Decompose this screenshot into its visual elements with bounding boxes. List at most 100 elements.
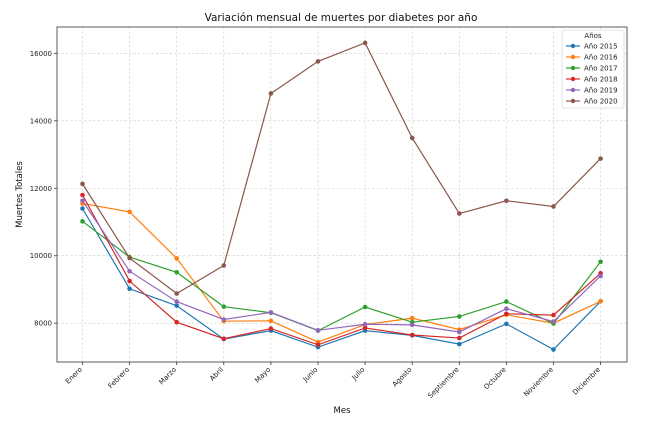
- x-tick-label: Noviembre: [522, 366, 555, 399]
- data-point: [551, 319, 556, 324]
- data-point: [268, 326, 274, 331]
- data-point: [504, 299, 509, 304]
- data-point: [80, 206, 85, 211]
- legend-item: Año 2016: [566, 54, 618, 62]
- data-point: [409, 332, 415, 338]
- series-line: [82, 220, 602, 332]
- x-tick-label: Enero: [64, 366, 84, 386]
- legend-label: Año 2019: [584, 87, 618, 95]
- legend-item: Año 2020: [566, 98, 618, 106]
- data-point: [457, 314, 462, 319]
- data-point: [174, 319, 179, 325]
- x-tick-label: Junio: [301, 366, 320, 385]
- data-point: [221, 263, 227, 268]
- y-tick-label: 8000: [34, 320, 52, 328]
- data-point: [362, 325, 368, 331]
- data-point: [127, 209, 132, 215]
- data-point: [551, 204, 556, 209]
- legend-item: Año 2017: [566, 65, 618, 73]
- series-a-o-2019: [80, 198, 603, 335]
- data-point: [268, 318, 274, 324]
- data-point: [457, 335, 462, 341]
- data-point: [174, 299, 179, 304]
- data-point: [598, 259, 603, 265]
- data-point: [598, 273, 603, 279]
- data-point: [504, 321, 509, 327]
- x-tick-labels: Enero Febrero Marzo Abril Mayo Junio Julio Agos…: [64, 362, 602, 400]
- x-axis-label: Mes: [334, 406, 352, 416]
- series-line: [81, 208, 602, 351]
- x-tick-label: Marzo: [157, 366, 178, 387]
- legend-title: Años: [584, 32, 602, 40]
- legend-item: Año 2019: [566, 87, 618, 95]
- series-layer: [80, 40, 603, 352]
- data-point: [268, 91, 274, 96]
- legend-swatch-marker: [570, 76, 576, 82]
- data-point: [409, 315, 415, 321]
- legend-swatch-marker: [570, 87, 576, 93]
- x-tick-label: Septiembre: [426, 366, 460, 400]
- data-point: [80, 198, 85, 204]
- data-point: [268, 310, 274, 315]
- data-point: [315, 342, 321, 348]
- series-line: [82, 200, 602, 333]
- data-point: [457, 341, 462, 347]
- legend-swatch-marker: [570, 65, 576, 71]
- x-tick-label: Octubre: [482, 366, 507, 391]
- data-point: [362, 304, 368, 310]
- series-a-o-2015: [80, 206, 603, 352]
- data-point: [457, 329, 462, 335]
- series-a-o-2018: [80, 192, 603, 348]
- legend-swatch-marker: [570, 43, 576, 49]
- plot-frame: [56, 26, 628, 363]
- data-point: [362, 321, 368, 327]
- data-point: [409, 322, 415, 328]
- y-axis-label: Muertes Totales: [15, 161, 25, 228]
- legend-label: Año 2017: [584, 65, 618, 73]
- legend-swatch-marker: [570, 98, 576, 104]
- data-point: [504, 306, 509, 311]
- y-tick-labels: 8000 10000 12000 14000 16000: [30, 50, 57, 328]
- chart-title: Variación mensual de muertes por diabete…: [205, 12, 478, 24]
- y-tick-label: 16000: [30, 50, 52, 58]
- legend-items: Año 2015 Año 2016 Año 2017 Año 2018 Año 2019…: [566, 43, 618, 106]
- series-a-o-2020: [80, 40, 603, 296]
- legend-box: [561, 29, 625, 109]
- y-tick-label: 10000: [30, 252, 52, 260]
- data-point: [551, 312, 556, 318]
- x-tick-label: Mayo: [253, 366, 272, 385]
- data-point: [174, 256, 179, 261]
- data-point: [80, 219, 85, 224]
- legend-label: Año 2018: [584, 76, 618, 84]
- x-tick-label: Julio: [350, 366, 367, 383]
- legend-item: Año 2015: [566, 43, 618, 51]
- data-point: [174, 269, 179, 275]
- data-point: [504, 198, 509, 204]
- data-point: [315, 327, 321, 333]
- x-tick-label: Agosto: [391, 366, 414, 389]
- series-line: [81, 42, 602, 295]
- data-point: [504, 311, 509, 317]
- series-line: [81, 194, 601, 346]
- data-point: [457, 211, 462, 216]
- legend-item: Año 2018: [566, 76, 618, 84]
- data-point: [409, 135, 415, 141]
- data-point: [174, 303, 179, 308]
- data-point: [127, 255, 132, 261]
- data-point: [598, 156, 603, 161]
- y-tick-label: 12000: [30, 185, 52, 193]
- y-tick-label: 14000: [30, 117, 52, 125]
- data-point: [127, 286, 132, 292]
- data-point: [221, 317, 227, 322]
- x-tick-label: Febrero: [107, 366, 131, 390]
- data-point: [315, 59, 321, 64]
- legend-swatch-marker: [570, 54, 576, 60]
- data-point: [127, 278, 132, 284]
- data-point: [221, 304, 227, 309]
- x-tick-label: Diciembre: [571, 366, 602, 397]
- data-point: [80, 181, 85, 187]
- data-point: [221, 336, 227, 342]
